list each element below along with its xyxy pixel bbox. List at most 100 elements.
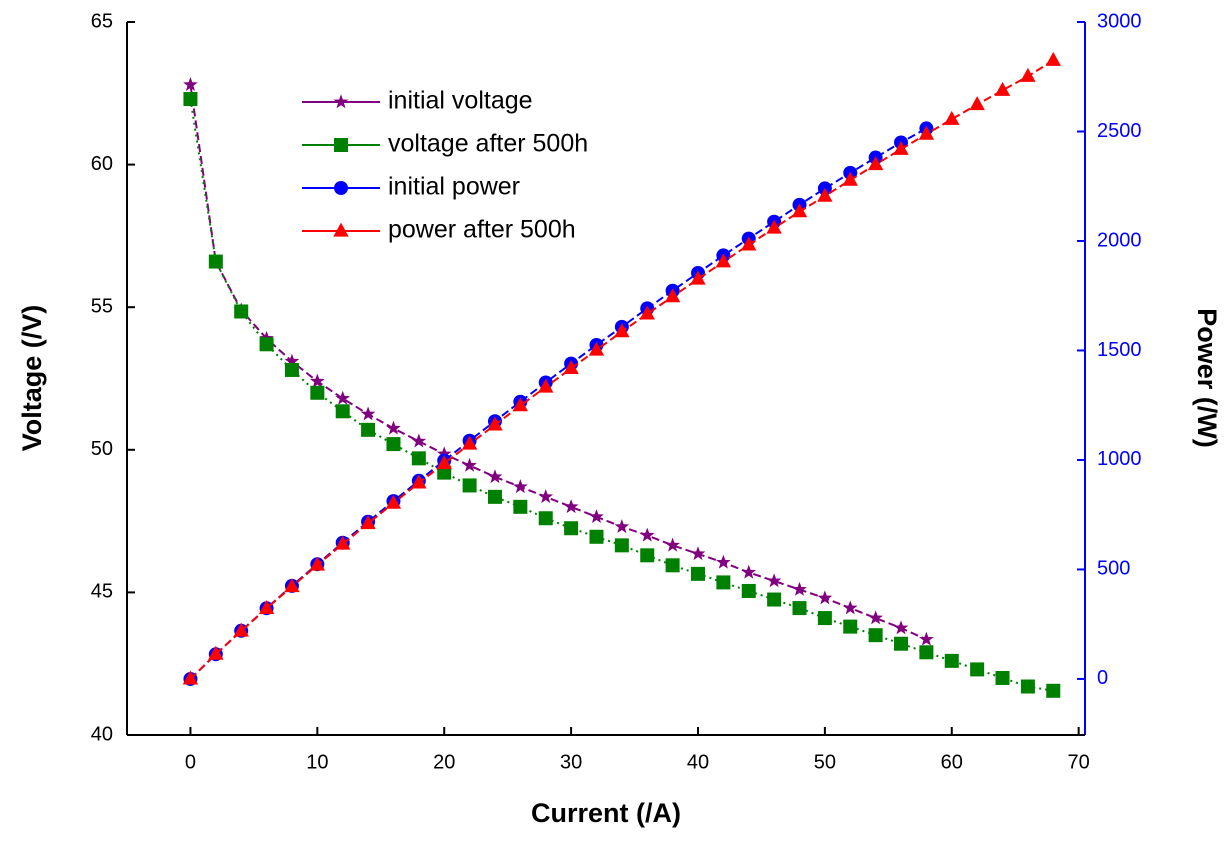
x-axis-label: Current (/A) [531,798,681,828]
y-tick-label: 60 [91,153,113,175]
marker [335,390,351,405]
marker [284,578,300,593]
marker [436,446,452,461]
marker [335,404,350,419]
marker [690,546,706,561]
marker [614,323,630,338]
marker [487,469,503,484]
x-tick-label: 50 [814,751,836,773]
marker [309,556,326,571]
legend-marker [334,181,348,195]
x-tick-label: 10 [306,751,328,773]
marker [894,636,909,651]
marker [589,529,604,544]
marker [259,337,274,352]
marker [538,489,554,504]
y-axis-label: Voltage (/V) [17,305,47,452]
marker [791,203,808,218]
legend-label: initial voltage [388,87,533,115]
marker [817,590,833,605]
marker [868,610,883,625]
marker [640,548,655,563]
marker [995,670,1010,685]
marker [741,583,756,598]
marker [970,662,985,677]
y-tick-label: 45 [91,581,113,603]
marker [564,521,579,536]
y-tick-label: 55 [91,295,113,317]
marker [182,670,199,685]
marker [258,600,275,615]
marker [234,304,249,319]
x-tick-label: 30 [560,751,582,773]
marker [893,140,909,155]
marker [741,564,757,579]
marker [1046,683,1061,698]
marker [411,433,427,448]
marker [208,254,223,269]
y-tick-label: 65 [91,10,113,32]
marker [513,499,528,514]
marker [715,253,732,268]
marker [969,96,985,111]
y-tick-label: 40 [91,723,113,745]
marker [183,92,198,107]
y2-tick-label: 3000 [1097,10,1142,32]
marker [284,353,300,368]
y2-tick-label: 500 [1097,558,1130,580]
marker [461,435,478,450]
marker [335,535,351,550]
marker [614,538,629,553]
marker [411,451,426,466]
x-tick-label: 40 [687,751,709,773]
y2-tick-label: 2000 [1097,229,1142,251]
marker [639,527,655,542]
marker [411,474,427,489]
marker [462,478,477,493]
marker [310,385,325,400]
y2-tick-label: 2500 [1097,120,1142,142]
marker [588,341,605,356]
marker [741,236,757,251]
marker [360,515,376,530]
marker [994,81,1011,96]
marker [233,622,249,637]
marker [842,600,858,615]
marker [716,554,731,569]
series-line [189,98,1054,692]
marker [639,305,655,320]
legend-label: initial power [388,173,520,201]
marker [918,125,935,140]
marker [817,187,833,202]
x-tick-label: 0 [185,751,196,773]
y2-axis-label: Power (/W) [1192,308,1222,448]
marker [563,499,579,514]
marker [538,511,553,526]
marker [792,601,807,616]
marker [487,416,503,431]
marker [665,537,680,552]
marker [512,397,529,412]
marker [310,373,325,388]
marker [361,422,376,437]
marker [487,489,502,504]
marker [767,592,782,607]
marker [437,465,452,480]
marker [842,171,858,186]
legend-label: power after 500h [388,216,576,244]
marker [538,378,554,393]
y2-tick-label: 1500 [1097,339,1142,361]
marker [589,509,604,524]
marker [563,360,579,375]
marker [665,558,680,573]
marker [1045,51,1061,66]
marker [284,362,299,377]
y2-tick-label: 1000 [1097,448,1142,470]
marker [360,406,376,421]
marker [386,437,401,452]
x-tick-label: 60 [941,751,963,773]
marker [386,420,401,435]
series-line [189,127,927,680]
marker [690,270,706,285]
